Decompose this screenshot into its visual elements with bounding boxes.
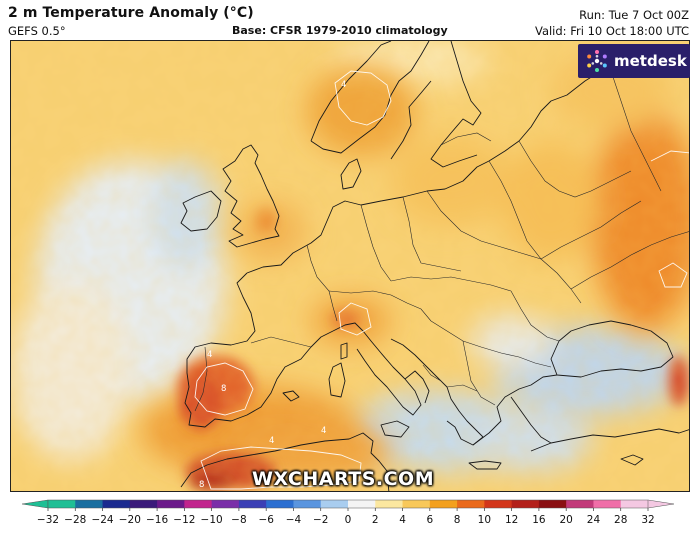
colorbar-segment bbox=[293, 500, 322, 508]
colorbar-tick-label: −8 bbox=[231, 514, 246, 526]
colorbar-segment bbox=[238, 500, 267, 508]
anomaly-contours bbox=[194, 70, 689, 490]
metdesk-logo: metdesk bbox=[578, 44, 690, 78]
colorbar-segment bbox=[129, 500, 158, 508]
contour-label: 4 bbox=[269, 436, 274, 446]
contour-label: 4 bbox=[321, 426, 326, 436]
colorbar-min-arrow bbox=[21, 499, 49, 509]
colorbar-segment bbox=[429, 500, 458, 508]
temperature-anomaly-map: 4 4 4 4 8 8 bbox=[10, 40, 690, 492]
colorbar-tick-label: 8 bbox=[454, 514, 461, 526]
colorbar-segment bbox=[348, 500, 376, 508]
colorbar-tick-label: 32 bbox=[641, 514, 654, 526]
colorbar-tick-label: −28 bbox=[64, 514, 86, 526]
colorbar-segment bbox=[511, 500, 540, 508]
colorbar-segment bbox=[566, 500, 594, 508]
colorbar-segment bbox=[184, 500, 213, 508]
colorbar-segment bbox=[457, 500, 485, 508]
colorbar-segment bbox=[593, 500, 622, 508]
wxcharts-watermark: WXCHARTS.COM bbox=[252, 468, 435, 490]
country-borders bbox=[194, 70, 689, 412]
colorbar-segment bbox=[375, 500, 404, 508]
model-label: GEFS 0.5° bbox=[8, 24, 66, 38]
colorbar-tick-label: 4 bbox=[399, 514, 406, 526]
colorbar-segment bbox=[157, 500, 185, 508]
metdesk-logo-text: metdesk bbox=[614, 52, 687, 70]
contour-label: 4 bbox=[207, 350, 212, 360]
colorbar-segment bbox=[484, 500, 513, 508]
colorbar-canvas: −32 −28 −24 −20 −16 −12 −10 −8 −6 −4 −2 0 2 4 6 8 10 12 16… bbox=[21, 499, 675, 526]
colorbar-tick-label: 12 bbox=[505, 514, 518, 526]
colorbar-tick-label: −16 bbox=[146, 514, 168, 526]
colorbar-segment bbox=[48, 500, 76, 508]
base-climatology-label: Base: CFSR 1979-2010 climatology bbox=[232, 24, 448, 37]
texture-overlay bbox=[11, 41, 689, 491]
colorbar-segment bbox=[402, 500, 431, 508]
colorbar-tick-label: −24 bbox=[91, 514, 113, 526]
colorbar: −32 −28 −24 −20 −16 −12 −10 −8 −6 −4 −2 0 2 4 6 8 10 12 16… bbox=[0, 496, 700, 536]
colorbar-tick-label: −2 bbox=[313, 514, 328, 526]
coastlines bbox=[180, 41, 689, 491]
colorbar-tick-label: 10 bbox=[478, 514, 491, 526]
colorbar-tick-label: 20 bbox=[559, 514, 572, 526]
colorbar-tick-label: −4 bbox=[286, 514, 302, 526]
valid-time-label: Valid: Fri 10 Oct 18:00 UTC bbox=[534, 24, 689, 38]
chart-title: 2 m Temperature Anomaly (°C) bbox=[8, 5, 254, 21]
colorbar-tick-label: −6 bbox=[258, 514, 274, 526]
colorbar-tick-label: −10 bbox=[201, 514, 223, 526]
colorbar-tick-label: 28 bbox=[614, 514, 627, 526]
contour-label: 8 bbox=[199, 480, 204, 490]
colorbar-max-arrow bbox=[647, 499, 675, 509]
contour-labels: 4 4 4 4 8 8 bbox=[199, 80, 346, 490]
colorbar-segment bbox=[102, 500, 131, 508]
colorbar-tick-label: 16 bbox=[532, 514, 546, 526]
colorbar-tick-label: −12 bbox=[173, 514, 195, 526]
colorbar-tick-label: −20 bbox=[119, 514, 141, 526]
colorbar-tick-label: −32 bbox=[37, 514, 59, 526]
contour-label: 8 bbox=[221, 384, 226, 394]
run-time-label: Run: Tue 7 Oct 00Z bbox=[579, 8, 689, 22]
contour-label: 4 bbox=[341, 80, 346, 90]
colorbar-segment bbox=[620, 500, 649, 508]
colorbar-segment bbox=[211, 500, 240, 508]
colorbar-tick-label: 6 bbox=[426, 514, 433, 526]
colorbar-segment bbox=[320, 500, 349, 508]
colorbar-segment bbox=[75, 500, 104, 508]
colorbar-tick-label: 24 bbox=[587, 514, 601, 526]
map-canvas: 4 4 4 4 8 8 bbox=[11, 41, 689, 491]
colorbar-segment bbox=[266, 500, 294, 508]
colorbar-tick-label: 2 bbox=[372, 514, 379, 526]
colorbar-segment bbox=[538, 500, 567, 508]
metdesk-star-icon bbox=[587, 50, 607, 72]
colorbar-tick-label: 0 bbox=[345, 514, 352, 526]
